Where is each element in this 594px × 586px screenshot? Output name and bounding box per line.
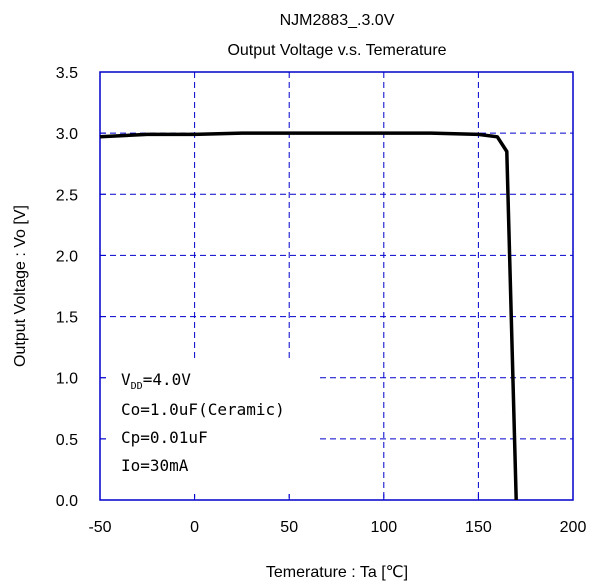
y-tick-label: 1.0 [56,371,78,388]
vdd-label: V [121,370,131,389]
conditions-backdrop [110,358,316,494]
y-tick-label: 0.5 [56,432,78,449]
co-label: Co=1.0uF(Ceramic) [121,400,285,419]
y-tick-label: 0.0 [56,493,78,510]
x-tick-label: 0 [190,519,199,536]
x-tick-label: 200 [560,519,587,536]
x-tick-label: 100 [370,519,397,536]
vdd-value: =4.0V [143,370,192,389]
io-label: Io=30mA [121,456,189,475]
y-tick-label: 2.5 [56,187,78,204]
grid-lines [100,72,573,500]
x-axis-ticks: -50 0 50 100 150 200 [88,494,586,536]
x-tick-label: 50 [280,519,298,536]
series-layer [99,131,518,501]
plot-frame [99,71,574,501]
chart-title: NJM2883_.3.0V [280,12,395,29]
vdd-subscript: DD [131,381,143,392]
series-line [99,131,518,501]
conditions-annotation: VDD=4.0V Co=1.0uF(Ceramic) Cp=0.01uF Io=… [121,370,285,475]
y-tick-label: 3.5 [56,65,78,82]
x-tick-label: 150 [465,519,492,536]
cp-label: Cp=0.01uF [121,428,208,447]
y-tick-label: 2.0 [56,248,78,265]
x-tick-label: -50 [88,519,111,536]
y-tick-label: 1.5 [56,310,78,327]
y-tick-label: 3.0 [56,126,78,143]
svg-text:VDD=4.0V: VDD=4.0V [121,370,191,392]
y-axis-ticks: 0.0 0.5 1.0 1.5 2.0 2.5 3.0 3.5 [56,65,106,510]
y-axis-label: Output Voltage : Vo [V] [12,205,29,367]
x-axis-label: Temerature : Ta [℃] [266,564,408,581]
chart-subtitle: Output Voltage v.s. Temerature [227,42,446,59]
